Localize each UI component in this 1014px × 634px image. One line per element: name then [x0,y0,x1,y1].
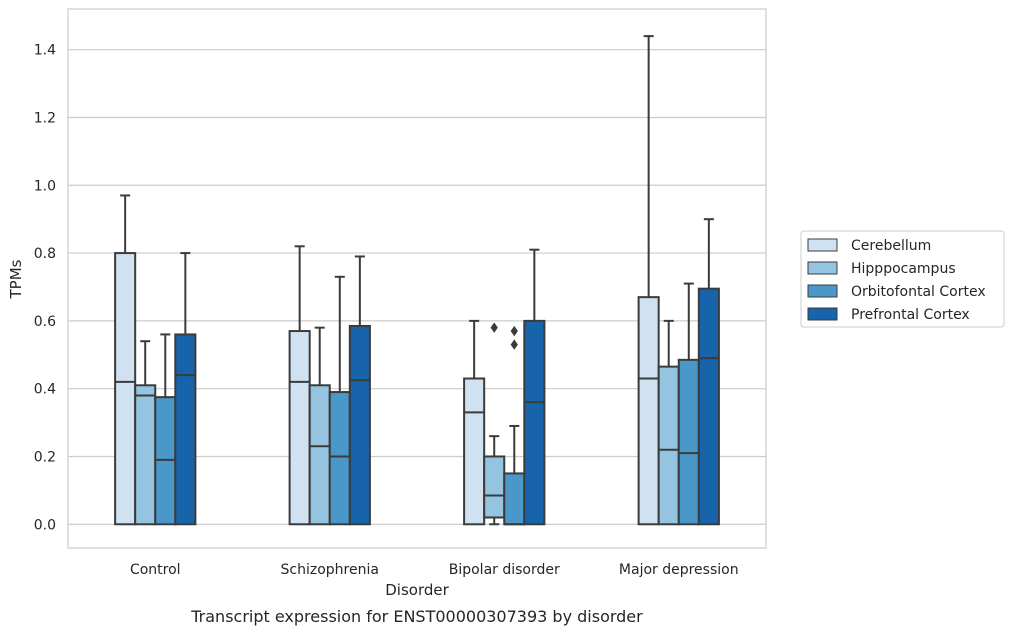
x-tick-label: Schizophrenia [281,562,379,578]
x-axis-ticks: Control Schizophrenia Bipolar disorder Majo… [130,562,739,578]
y-tick-label: 0.8 [34,246,56,262]
y-axis-ticks: 0.0 0.2 0.4 0.6 0.8 1.0 1.2 1.4 [34,43,56,534]
box-body [328,391,351,526]
box-prefrontal-cortex [348,255,371,526]
box-body [134,384,157,526]
box-body [677,358,700,526]
legend-frame [800,230,1005,328]
y-tick-label: 1.2 [34,110,56,126]
box-body [523,319,546,526]
y-axis-label: TPMs [7,259,25,299]
box-cerebellum [114,194,137,526]
legend-swatch [807,307,838,321]
box-hipppocampus [134,340,157,526]
box-cerebellum [288,245,311,526]
y-tick-label: 0.4 [34,382,56,398]
legend-swatch [807,261,838,275]
box-body [348,324,371,526]
legend-label: Orbitofontal Cortex [851,284,986,300]
x-tick-label: Major depression [619,562,739,578]
y-tick-label: 1.4 [34,43,56,59]
chart-caption: Transcript expression for ENST0000030739… [190,607,643,626]
box-hipppocampus [483,322,506,526]
legend-label: Hipppocampus [851,261,956,277]
x-axis-label: Disorder [385,581,449,599]
legend-swatch [807,284,838,298]
outlier-point [490,322,498,333]
box-hipppocampus [308,326,331,526]
box-body [637,296,660,526]
outlier-point [510,339,518,350]
box-orbitofontal-cortex [503,325,526,526]
box-orbitofontal-cortex [677,282,700,526]
box-cerebellum [463,319,486,526]
box-body [483,455,506,519]
box-plots [114,35,720,526]
box-body [697,287,720,526]
legend-label: Prefrontal Cortex [851,307,970,323]
x-tick-label: Control [130,562,181,578]
box-body [114,252,137,526]
outlier-point [510,325,518,337]
box-body [503,472,526,526]
y-tick-label: 0.6 [34,314,56,330]
plot-area [67,8,767,549]
y-tick-label: 1.0 [34,178,56,194]
box-body [174,333,197,526]
box-orbitofontal-cortex [154,333,177,526]
box-cerebellum [637,35,660,526]
y-tick-label: 0.0 [34,517,56,533]
legend-swatch [807,238,838,252]
x-tick-label: Bipolar disorder [449,562,560,578]
box-prefrontal-cortex [174,252,197,526]
legend-label: Cerebellum [851,238,931,254]
box-body [288,330,311,526]
box-body [657,365,680,526]
box-body [463,377,486,526]
box-body [308,384,331,526]
box-prefrontal-cortex [523,248,546,526]
legend: Cerebellum Hipppocampus Orbitofontal Corte… [800,230,1005,328]
box-prefrontal-cortex [697,218,720,526]
box-hipppocampus [657,319,680,526]
box-orbitofontal-cortex [328,275,351,526]
y-tick-label: 0.2 [34,449,56,465]
